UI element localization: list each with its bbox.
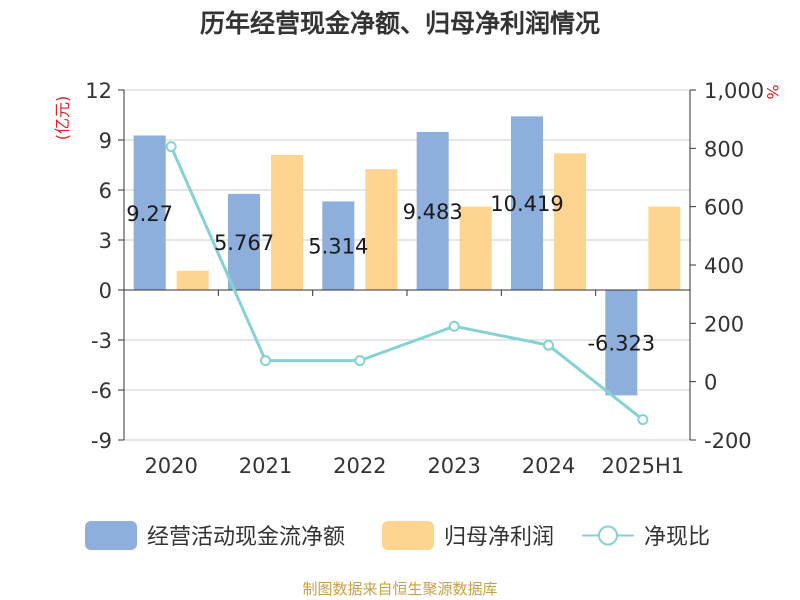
bar-layer (133, 116, 681, 396)
axis-layer: 12 9 6 3 0 -3 -6 -9 1,000 800 600 400 200 0 -200 2020 20… (85, 79, 764, 478)
bar-operating-cash-flow (228, 193, 260, 290)
left-axis-unit: (亿元) (53, 96, 72, 141)
ratio-point (165, 141, 177, 153)
left-axis-tick-label: -9 (91, 429, 112, 453)
legend-item-operating-cash-flow[interactable]: 经营活动现金流净额 (85, 518, 345, 552)
bar-net-profit (271, 155, 303, 290)
ratio-line-layer (165, 141, 649, 426)
data-label-operating-cash-flow: -6.323 (587, 332, 655, 356)
bar-net-profit (176, 270, 209, 290)
legend-label-operating-cash-flow: 经营活动现金流净额 (147, 525, 346, 550)
ratio-point (448, 320, 460, 332)
data-label-operating-cash-flow: 9.483 (403, 200, 463, 224)
right-axis-tick-label: 400 (704, 254, 744, 278)
grid-lines (124, 89, 690, 441)
legend-label-cash-ratio: 净现比 (644, 525, 711, 550)
right-axis-tick-label: -200 (704, 429, 752, 453)
left-axis-tick-label: -6 (91, 379, 112, 403)
ratio-point (260, 355, 271, 367)
x-axis-tick-label: 2025H1 (602, 454, 685, 478)
bar-net-profit (554, 153, 586, 290)
ratio-point (354, 355, 366, 367)
left-axis-tick-label: 12 (85, 79, 112, 103)
data-label-operating-cash-flow: 10.419 (490, 192, 563, 216)
chart-title: 历年经营现金净额、归母净利润情况 (199, 9, 600, 38)
legend-swatch-operating-cash-flow (85, 520, 137, 550)
right-axis-tick-label: 0 (704, 371, 717, 395)
left-axis-tick-label: -3 (91, 329, 112, 353)
data-label-operating-cash-flow: 9.27 (126, 202, 173, 226)
x-axis-tick-label: 2022 (333, 454, 386, 478)
left-axis-tick-label: 6 (99, 179, 112, 203)
bar-operating-cash-flow (322, 201, 355, 290)
right-axis-tick-label: 200 (704, 312, 744, 336)
combo-chart: 12 9 6 3 0 -3 -6 -9 1,000 800 600 400 200 0 -200 2020 20… (53, 79, 782, 478)
data-label-operating-cash-flow: 5.767 (214, 231, 274, 255)
left-axis-tick-label: 0 (99, 279, 112, 303)
data-label-operating-cash-flow: 5.314 (308, 235, 368, 259)
legend-swatch-net-profit (382, 520, 434, 550)
left-axis-tick-label: 9 (99, 129, 112, 153)
x-axis-tick-label: 2020 (144, 454, 197, 478)
bar-net-profit (365, 169, 398, 290)
ratio-point (637, 414, 649, 426)
ratio-point (543, 339, 554, 351)
legend-item-cash-ratio[interactable]: 净现比 (582, 518, 710, 552)
right-axis-unit: % (763, 84, 782, 99)
x-axis-tick-label: 2024 (522, 454, 575, 478)
legend-item-net-profit[interactable]: 归母净利润 (382, 518, 554, 552)
bar-net-profit (648, 206, 681, 290)
legend: 经营活动现金流净额 归母净利润 净现比 (0, 518, 800, 552)
bar-operating-cash-flow (511, 116, 543, 290)
ratio-line (169, 145, 644, 421)
bar-net-profit (459, 206, 492, 290)
right-axis-tick-label: 600 (704, 196, 744, 220)
left-axis-tick-label: 3 (99, 229, 112, 253)
data-label-layer: 9.27 5.767 5.314 9.483 10.419 -6.323 (126, 192, 655, 356)
x-axis-tick-label: 2021 (239, 454, 292, 478)
bar-operating-cash-flow (605, 290, 638, 396)
legend-label-net-profit: 归母净利润 (444, 525, 555, 550)
bar-operating-cash-flow (133, 135, 166, 290)
bar-operating-cash-flow (416, 131, 449, 290)
legend-line-icon (582, 525, 634, 545)
source-note: 制图数据来自恒生聚源数据库 (302, 580, 498, 598)
right-axis-tick-label: 1,000 (704, 79, 764, 103)
x-axis-tick-label: 2023 (427, 454, 480, 478)
right-axis-tick-label: 800 (704, 137, 744, 161)
